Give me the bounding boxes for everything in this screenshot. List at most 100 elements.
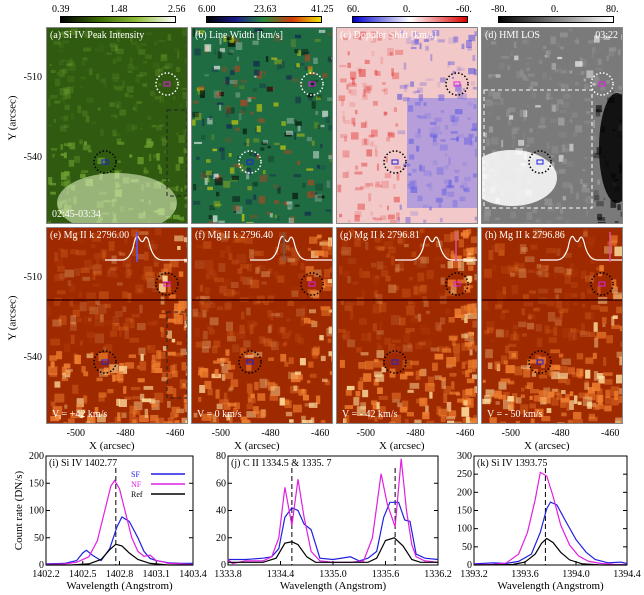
colorbar-b-gradient	[206, 16, 322, 23]
plot-title: (j) C II 1334.5 & 1335. 7	[231, 458, 332, 469]
series-ref	[228, 537, 438, 563]
panel-d-hmi-los: (d) HMI LOS 03:22	[481, 27, 623, 224]
xtick-label: 1334.4	[267, 569, 295, 580]
xlabel-image: X (arcsec)	[379, 440, 425, 452]
ylabel: Count rate (DN/s)	[13, 470, 25, 550]
series-sf	[45, 516, 193, 565]
colorbar-c-max: -60.	[456, 4, 472, 15]
colorbar-c-gradient	[352, 16, 468, 23]
panel-b-label: (b) Line Width [km/s]	[195, 30, 284, 41]
xlabel: Wavelength (Angstrom)	[497, 580, 604, 592]
panel-a-label: (a) Si IV Peak Intensity	[50, 30, 145, 41]
ytick-label: 150	[29, 478, 44, 489]
colorbar-c-mid: 0.	[403, 4, 411, 15]
ytick-label: 200	[457, 487, 472, 498]
ytick-label: 100	[457, 524, 472, 535]
ytick-label: 40	[216, 506, 226, 517]
panel-a-time: 02:45-03:34	[52, 209, 101, 220]
panel-h-label: (h) Mg II k 2796.86	[485, 230, 565, 241]
inset-line-profile	[250, 235, 332, 261]
xlabel-image: X (arcsec)	[524, 440, 570, 452]
ytick-label: 50	[462, 542, 472, 553]
panel-h-mg-ii-2796-86: (h) Mg II k 2796.86 V = - 50 km/s	[481, 227, 623, 424]
panel-f-label: (f) Mg II k 2796.40	[195, 230, 274, 241]
xtick: -480	[406, 428, 425, 439]
ytick-label: 0	[467, 560, 472, 571]
xtick-label: 1402.2	[32, 569, 60, 580]
dashed-box	[166, 109, 187, 197]
xtick: -460	[601, 428, 620, 439]
xtick-label: 1394.0	[562, 569, 590, 580]
panel-e-label: (e) Mg II k 2796.00	[50, 230, 130, 241]
ytick-mid-510: -510	[23, 272, 42, 283]
panel-c-label: (c) Doppler Shift [km/s]	[340, 30, 437, 41]
ytick-label: 0	[39, 560, 44, 571]
xtick-label: 1335.0	[319, 569, 347, 580]
plot-frame	[473, 455, 628, 566]
circle-marker-sf	[528, 350, 552, 374]
xtick: -500	[66, 428, 85, 439]
circle-marker-sf	[238, 150, 262, 174]
circle-marker-sf	[528, 150, 552, 174]
xtick: -480	[261, 428, 280, 439]
panel-d-label: (d) HMI LOS	[485, 30, 540, 41]
series-ref	[473, 537, 627, 566]
xtick-label: 1402.5	[69, 569, 97, 580]
ytick-label: 150	[457, 506, 472, 517]
panel-f-mg-ii-2796-40: (f) Mg II k 2796.40 V = 0 km/s	[191, 227, 333, 424]
spectrum-plot-0: 0 50 100 150 200 1402.2 1402.5 1402.8 1403.1 1403…	[13, 451, 207, 592]
dashed-box	[483, 89, 593, 209]
panel-e-velocity: V = +42 km/s	[52, 409, 108, 420]
xtick: -460	[311, 428, 330, 439]
xtick: -460	[166, 428, 185, 439]
colorbar-a-min: 0.39	[52, 4, 70, 15]
plot-frame	[45, 455, 194, 566]
ytick-label: 100	[29, 506, 44, 517]
ytick-label: 0	[221, 560, 226, 571]
ytick-top-510: -510	[23, 72, 42, 83]
dashed-box	[166, 311, 187, 399]
plot-title: (i) Si IV 1402.77	[49, 458, 117, 469]
plot-title: (k) Si IV 1393.75	[477, 458, 547, 469]
panel-g-velocity: V = - 42 km/s	[342, 409, 398, 420]
panel-a-si-iv-intensity: (a) Si IV Peak Intensity 02:45-03:34	[46, 27, 188, 224]
circle-marker-nf	[155, 72, 179, 96]
xtick-label: 1394.4	[613, 569, 641, 580]
xtick: -500	[356, 428, 375, 439]
series-nf	[473, 471, 628, 566]
xtick-label: 1335.6	[372, 569, 400, 580]
inset-line-profile	[540, 235, 622, 261]
xtick: -500	[501, 428, 520, 439]
ytick-label: 50	[34, 533, 44, 544]
xtick-label: 1403.4	[179, 569, 207, 580]
circle-marker-sf	[383, 150, 407, 174]
panel-d-time: 03:22	[595, 30, 618, 41]
xtick: -480	[116, 428, 135, 439]
circle-marker-nf	[445, 272, 469, 296]
ytick-label: 250	[457, 469, 472, 480]
panel-b-line-width: (b) Line Width [km/s]	[191, 27, 333, 224]
colorbar-b-min: 6.00	[198, 4, 216, 15]
xtick: -500	[211, 428, 230, 439]
colorbar-a-gradient	[60, 16, 176, 23]
colorbar-c-min: 60.	[347, 4, 360, 15]
panel-e-mg-ii-2796-00: (e) Mg II k 2796.00 V = +42 km/s	[46, 227, 188, 424]
xtick: -460	[456, 428, 475, 439]
xtick-label: 1393.2	[460, 569, 488, 580]
ytick-label: 300	[457, 451, 472, 462]
xlabel-image: X (arcsec)	[234, 440, 280, 452]
xtick-label: 1403.1	[143, 569, 171, 580]
panel-g-label: (g) Mg II k 2796.81	[340, 230, 420, 241]
colorbar-d-gradient	[498, 16, 614, 23]
ytick-mid-540: -540	[23, 352, 42, 363]
ytick-label: 60	[216, 478, 226, 489]
circle-marker-nf	[155, 272, 179, 296]
series-sf	[473, 501, 628, 565]
circle-marker-nf	[445, 72, 469, 96]
ytick-top-540: -540	[23, 152, 42, 163]
colorbar-a-max: 2.56	[168, 4, 186, 15]
series-nf	[227, 458, 439, 565]
panel-f-velocity: V = 0 km/s	[197, 409, 242, 420]
